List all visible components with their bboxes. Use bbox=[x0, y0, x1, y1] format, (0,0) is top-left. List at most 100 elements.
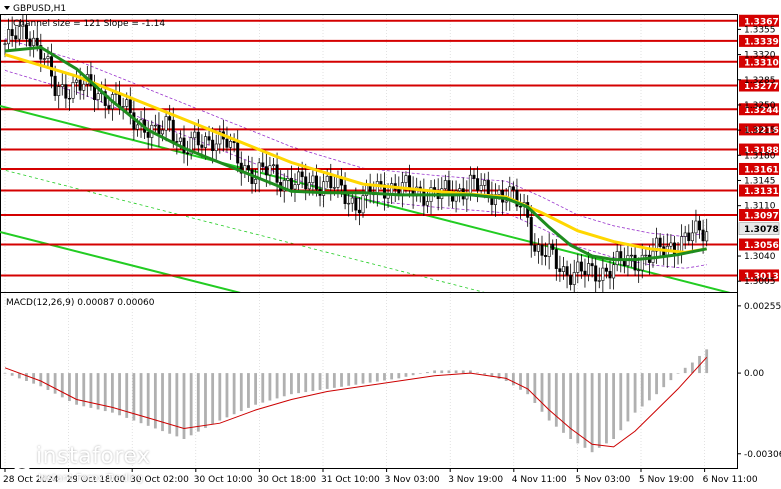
macd-histogram-bar bbox=[375, 373, 379, 382]
candle-body bbox=[21, 24, 25, 27]
candle-body bbox=[218, 131, 222, 145]
macd-histogram-bar bbox=[633, 373, 637, 413]
macd-histogram-bar bbox=[118, 373, 121, 416]
candle-body bbox=[32, 37, 36, 46]
candle-body bbox=[629, 254, 633, 257]
level-label-bg bbox=[739, 103, 779, 116]
macd-histogram-bar bbox=[612, 373, 615, 439]
macd-histogram-bar bbox=[60, 373, 64, 398]
candle-body bbox=[422, 190, 426, 206]
level-label-bg bbox=[739, 123, 779, 136]
macd-tick-label: 0.00 bbox=[744, 369, 764, 379]
candle-body bbox=[193, 131, 197, 139]
candle-body bbox=[293, 184, 297, 190]
candle-body bbox=[705, 231, 709, 242]
candle-body bbox=[182, 137, 186, 154]
macd-histogram-bar bbox=[53, 373, 57, 394]
macd-indicator: 0.00255 0.00 -0.00306 bbox=[3, 302, 781, 460]
macd-histogram-bar bbox=[569, 373, 573, 439]
candle-body bbox=[153, 124, 157, 127]
macd-histogram-bar bbox=[583, 373, 587, 448]
price-tick-label: 1.3145 bbox=[744, 176, 776, 186]
price-tick-label: 1.3005 bbox=[744, 277, 776, 287]
candle-body bbox=[128, 99, 132, 113]
macd-histogram-bar bbox=[297, 373, 300, 394]
time-tick-label: 30 Oct 18:00 bbox=[257, 475, 316, 485]
candle-body bbox=[533, 244, 537, 252]
candle-body bbox=[50, 56, 54, 77]
candle-body bbox=[658, 237, 662, 247]
candle-body bbox=[146, 132, 150, 138]
time-axis: 28 Oct 2024 29 Oct 18:00 30 Oct 02:00 30 Oc… bbox=[3, 468, 758, 485]
level-label: 1.3367 bbox=[744, 17, 779, 27]
macd-histogram-bar bbox=[46, 373, 50, 390]
candle-body bbox=[644, 254, 648, 257]
current-price-label: 1.3078 bbox=[744, 225, 779, 235]
candle-body bbox=[536, 244, 540, 252]
candle-body bbox=[637, 269, 641, 272]
candlesticks bbox=[3, 14, 709, 292]
macd-histogram-bar bbox=[490, 373, 494, 377]
collapse-triangle-icon[interactable] bbox=[4, 6, 10, 10]
instaforex-watermark: instaforex Instant Forex Trading bbox=[8, 444, 183, 488]
price-tick-label: 1.3285 bbox=[744, 76, 776, 86]
candle-body bbox=[601, 267, 605, 281]
candle-body bbox=[161, 129, 165, 135]
candle-body bbox=[42, 58, 46, 60]
macd-histogram-bar bbox=[597, 373, 601, 448]
level-label-bg bbox=[739, 269, 779, 282]
candle-body bbox=[82, 83, 86, 91]
candle-body bbox=[561, 266, 565, 272]
macd-histogram-bar bbox=[17, 373, 21, 379]
level-label: 1.3161 bbox=[744, 165, 779, 175]
macd-histogram-bar bbox=[175, 373, 179, 437]
macd-histogram-bar bbox=[476, 372, 479, 374]
macd-histogram-bar bbox=[304, 373, 308, 393]
candle-body bbox=[268, 165, 272, 176]
macd-histogram-bar bbox=[182, 373, 186, 439]
candle-body bbox=[189, 137, 193, 155]
candle-body bbox=[275, 164, 279, 183]
macd-histogram-bar bbox=[440, 370, 444, 374]
candle-body bbox=[164, 116, 168, 131]
macd-histogram-bar bbox=[540, 373, 544, 412]
candle-body bbox=[404, 175, 408, 183]
candle-body bbox=[264, 166, 268, 176]
candle-body bbox=[382, 184, 386, 199]
candle-body bbox=[211, 139, 215, 151]
candle-body bbox=[544, 255, 548, 257]
macd-histogram-bar bbox=[275, 373, 279, 399]
macd-histogram-bar bbox=[676, 373, 680, 374]
candle-body bbox=[200, 144, 204, 148]
macd-histogram-bar bbox=[576, 373, 580, 444]
time-tick-label: 6 Nov 11:00 bbox=[703, 475, 758, 485]
macd-histogram-bar bbox=[25, 373, 28, 381]
macd-histogram-bar bbox=[526, 373, 530, 395]
macd-histogram-bar bbox=[189, 373, 193, 436]
macd-histogram-bar bbox=[161, 373, 164, 432]
macd-histogram-bar bbox=[89, 373, 93, 408]
candle-body bbox=[529, 217, 533, 246]
time-tick-label: 31 Oct 10:00 bbox=[321, 475, 380, 485]
time-tick-label: 4 Nov 11:00 bbox=[512, 475, 567, 485]
macd-histogram-bar bbox=[433, 370, 436, 374]
ma-slow-line bbox=[4, 45, 707, 262]
macd-histogram-bar bbox=[640, 373, 644, 407]
time-tick-label: 3 Nov 03:00 bbox=[385, 475, 440, 485]
candle-body bbox=[168, 116, 172, 121]
candle-body bbox=[547, 243, 551, 257]
candle-body bbox=[325, 175, 329, 182]
candle-body bbox=[271, 164, 275, 167]
macd-histogram-bar bbox=[590, 373, 594, 453]
candle-body bbox=[511, 186, 515, 191]
macd-histogram-bar bbox=[383, 373, 386, 381]
candle-body bbox=[307, 182, 311, 190]
macd-histogram-bar bbox=[533, 373, 537, 403]
candle-body bbox=[590, 263, 594, 267]
watermark-tagline: Instant Forex Trading bbox=[38, 473, 144, 484]
candle-body bbox=[576, 261, 580, 273]
candle-body bbox=[121, 106, 125, 108]
candle-body bbox=[214, 143, 218, 151]
macd-histogram-bar bbox=[454, 370, 458, 374]
candle-body bbox=[587, 263, 591, 276]
